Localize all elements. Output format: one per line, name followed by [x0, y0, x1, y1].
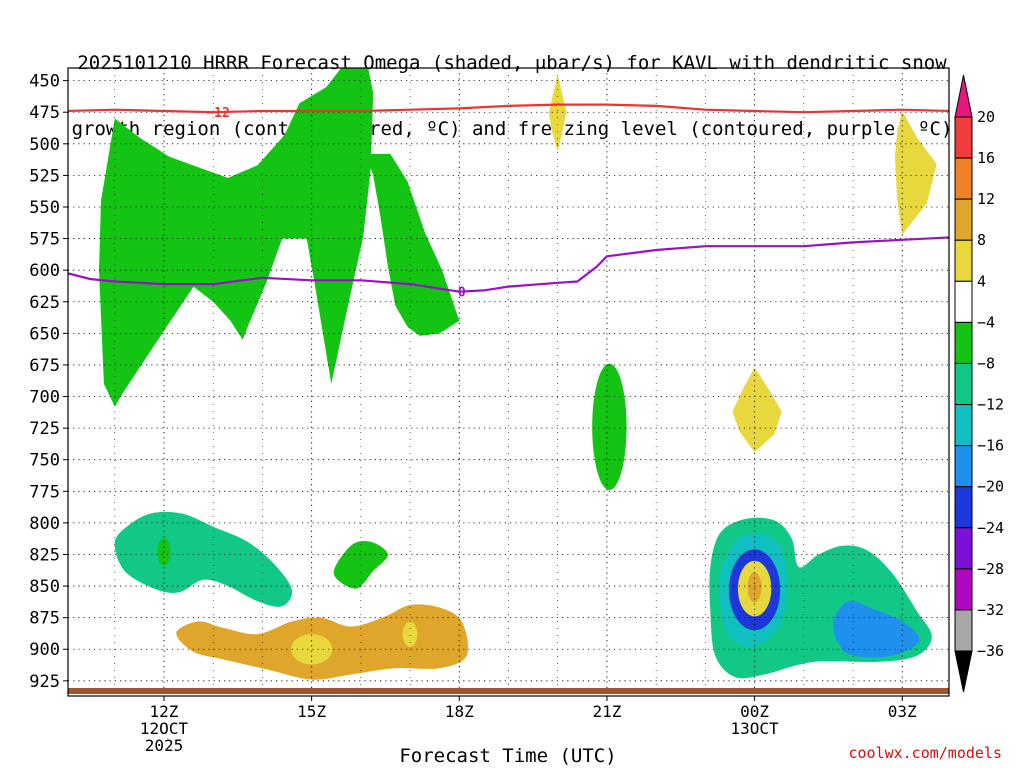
colorbar-box — [954, 568, 973, 611]
colorbar-tick-label: 8 — [977, 231, 986, 249]
x-tick-label: 18Z — [445, 702, 474, 721]
colorbar-tick-label: 16 — [977, 149, 995, 167]
plot-frame — [67, 67, 950, 697]
x-tick-label: 2025 — [145, 736, 184, 755]
x-tick-label: 12Z — [150, 702, 179, 721]
y-tick-label: 725 — [29, 419, 60, 439]
ground-bar — [68, 688, 949, 694]
colorbar-bottom-arrow — [954, 650, 973, 693]
y-tick-label: 575 — [29, 230, 60, 250]
colorbar-box — [954, 321, 973, 364]
y-tick-label: 625 — [29, 293, 60, 313]
y-tick-label: 500 — [29, 135, 60, 155]
y-tick-label: 450 — [29, 72, 60, 92]
y-tick-label: 525 — [29, 166, 60, 186]
y-tick-label: 675 — [29, 356, 60, 376]
omega-region-2 — [592, 363, 627, 490]
colorbar-box — [954, 157, 973, 200]
colorbar-box — [954, 445, 973, 488]
omega-region-14 — [402, 621, 418, 647]
x-axis-label: Forecast Time (UTC) — [399, 745, 616, 767]
colorbar-box — [954, 239, 973, 282]
y-axis: 450 475 500 525 550 575 600 625 650 675 700 725 750 7… — [29, 72, 68, 692]
colorbar-tick-label: −20 — [977, 478, 1004, 496]
contour-line-1 — [68, 236, 949, 293]
omega-region-3 — [114, 511, 293, 607]
colorbar-box — [954, 198, 973, 241]
omega-region-5 — [333, 541, 388, 589]
y-tick-label: 925 — [29, 672, 60, 692]
colorbar-top-arrow — [954, 74, 973, 118]
y-tick-label: 800 — [29, 514, 60, 534]
grid-lines — [68, 68, 949, 696]
colorbar-tick-label: −4 — [977, 313, 995, 331]
omega-region-1 — [365, 153, 460, 336]
omega-region-17 — [894, 111, 937, 235]
y-tick-label: 775 — [29, 482, 60, 502]
colorbar-tick-label: 12 — [977, 190, 995, 208]
colorbar-legend: 20 16 12 8 4 −4 −8 −12 −16 −20 −24 −28 −32 −36 — [954, 74, 1004, 693]
omega-region-15 — [548, 74, 567, 152]
omega-region-16 — [732, 367, 782, 453]
x-tick-label: 13OCT — [731, 719, 780, 738]
contour-label: 0 — [458, 286, 466, 301]
colorbar-box — [954, 609, 973, 652]
y-tick-label: 875 — [29, 609, 60, 629]
y-tick-label: 475 — [29, 103, 60, 123]
colorbar-tick-label: −8 — [977, 354, 995, 372]
colorbar-tick-label: −28 — [977, 560, 1004, 578]
omega-region-13 — [291, 634, 333, 665]
y-tick-label: 700 — [29, 388, 60, 408]
y-tick-label: 750 — [29, 451, 60, 471]
y-tick-label: 650 — [29, 324, 60, 344]
site-credit[interactable]: coolwx.com/models — [848, 744, 1002, 762]
y-tick-label: 550 — [29, 198, 60, 218]
colorbar-box — [954, 362, 973, 406]
y-tick-label: 600 — [29, 261, 60, 281]
contour-label: −12 — [206, 106, 229, 121]
colorbar-tick-label: −24 — [977, 519, 1004, 537]
omega-region-0 — [99, 68, 374, 407]
y-tick-label: 850 — [29, 577, 60, 597]
colorbar-tick-label: 4 — [977, 272, 986, 290]
omega-region-11 — [747, 572, 762, 603]
colorbar-tick-label: 20 — [977, 108, 995, 126]
x-tick-label: 00Z — [740, 702, 769, 721]
colorbar-box — [954, 527, 973, 570]
x-tick-label: 21Z — [592, 702, 621, 721]
colorbar-box — [954, 486, 973, 529]
colorbar-tick-label: −12 — [977, 396, 1004, 414]
x-tick-label: 03Z — [888, 702, 917, 721]
colorbar-tick-label: −36 — [977, 642, 1004, 660]
contour-line-0 — [68, 103, 949, 114]
y-tick-label: 825 — [29, 545, 60, 565]
x-tick-label: 15Z — [297, 702, 326, 721]
temperature-contours: −12 0 — [68, 103, 949, 301]
omega-shading — [99, 68, 937, 680]
colorbar-tick-label: −32 — [977, 601, 1004, 619]
omega-region-8 — [832, 600, 920, 658]
y-tick-label: 900 — [29, 640, 60, 660]
colorbar-box — [954, 280, 973, 323]
colorbar-box — [954, 116, 973, 159]
colorbar-tick-label: −16 — [977, 437, 1004, 455]
colorbar-box — [954, 404, 973, 447]
x-tick-label: 12OCT — [140, 719, 189, 738]
